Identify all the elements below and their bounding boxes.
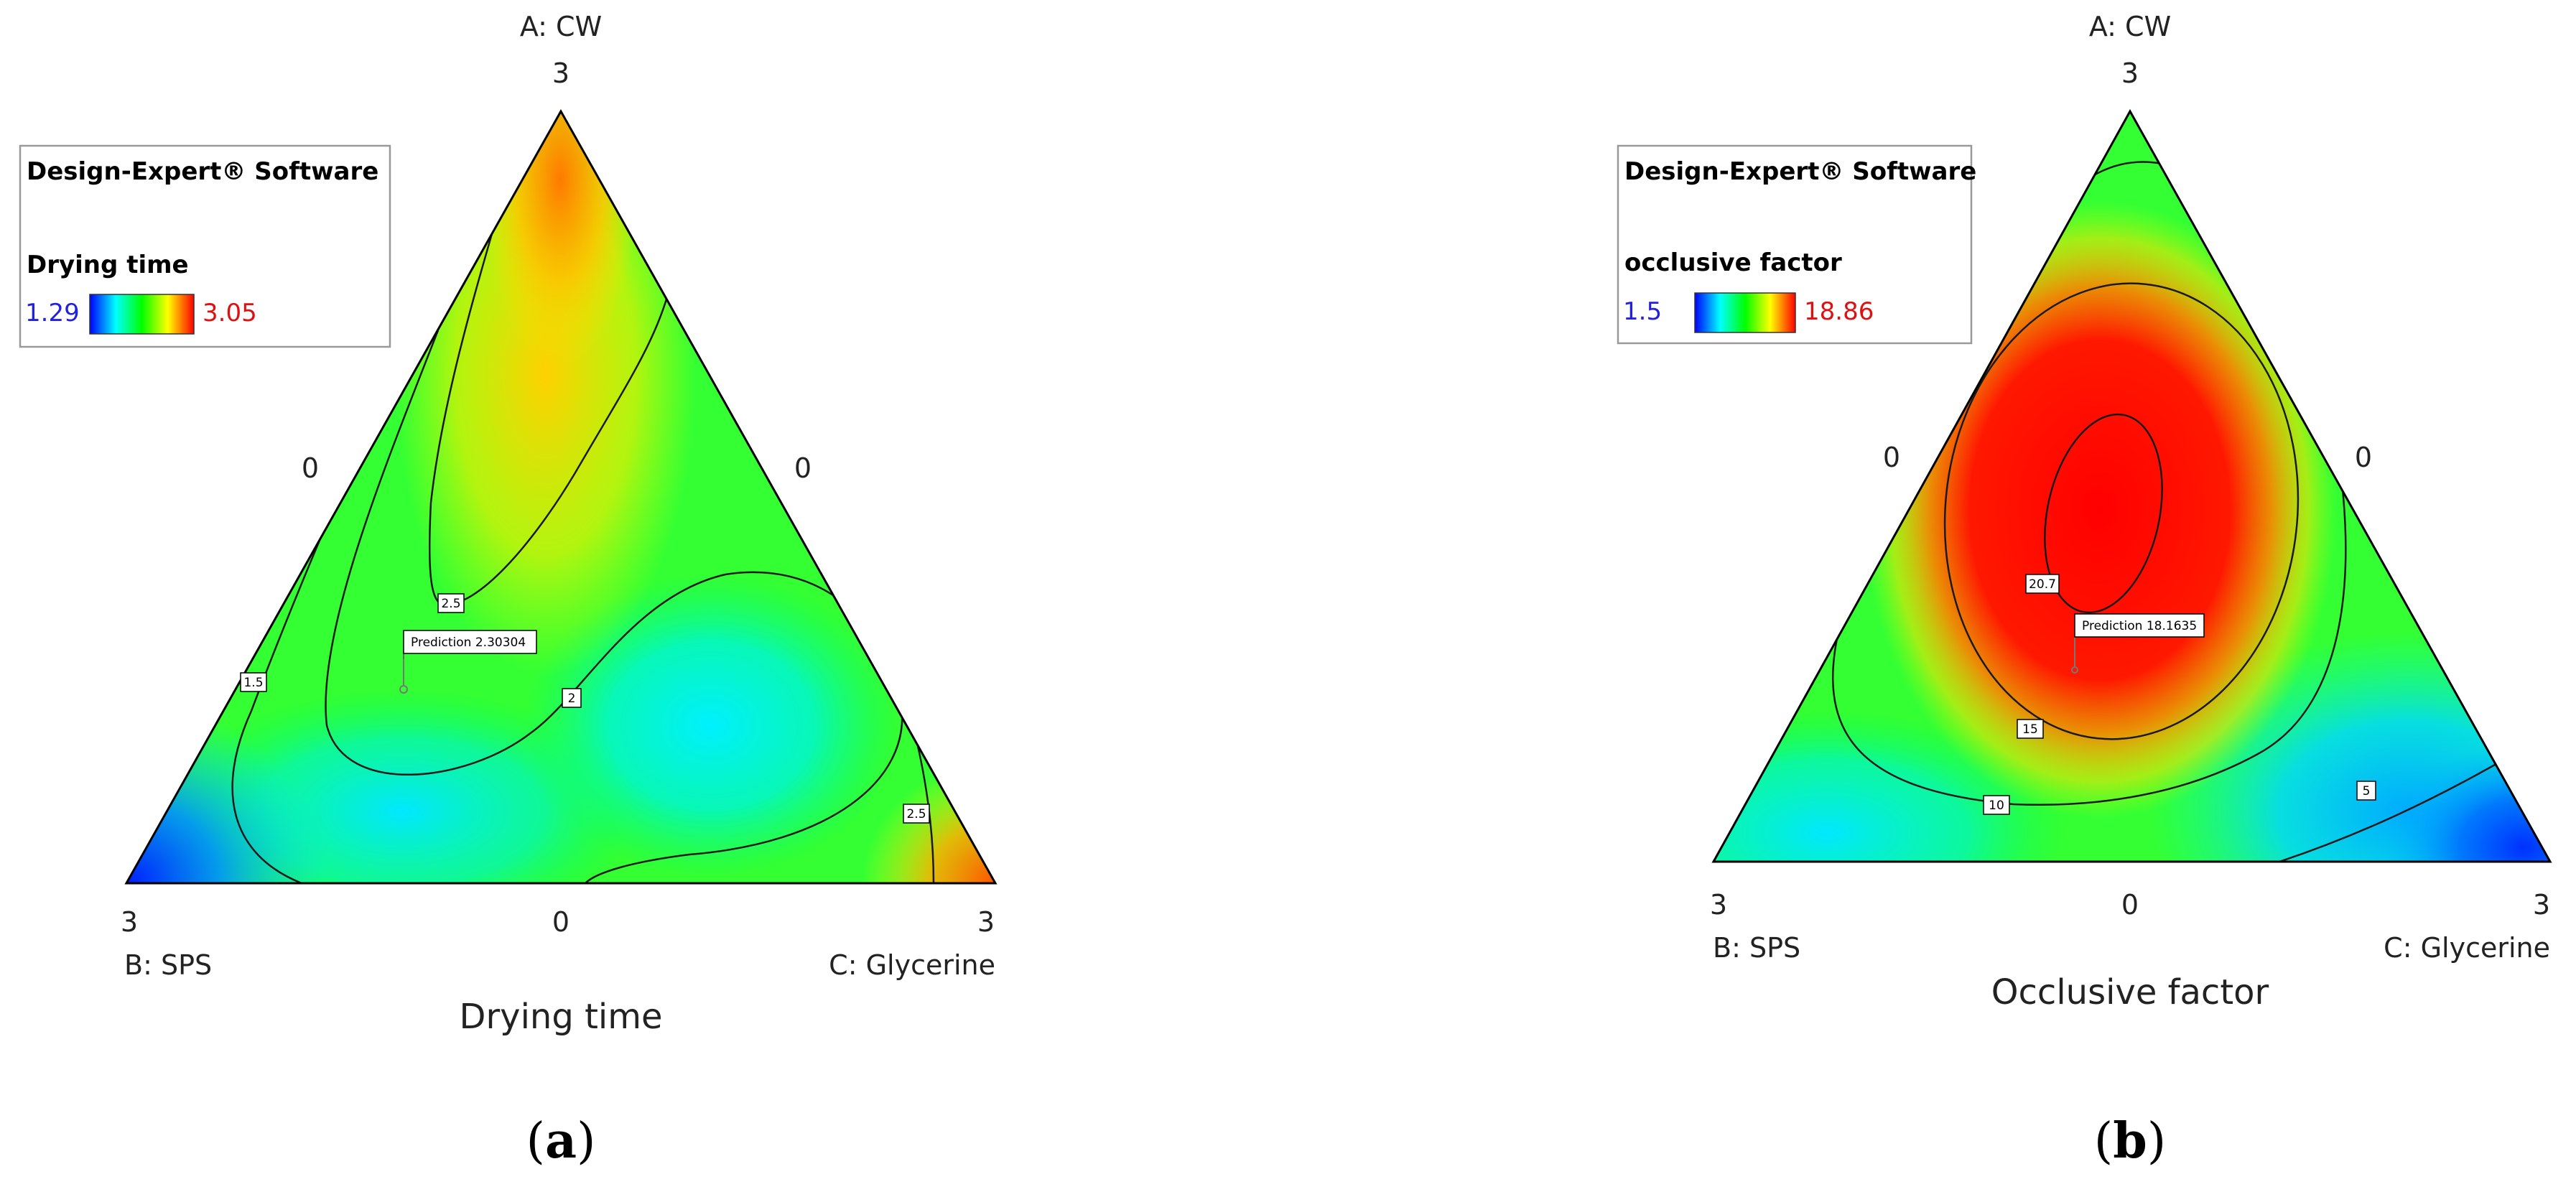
prediction-label: Prediction 18.1635 [2082, 619, 2197, 633]
contour-line-2 [325, 330, 903, 883]
legend-min: 1.29 [25, 299, 80, 327]
legend-title: occlusive factor [1624, 248, 1842, 277]
vertex-c-label: C: Glycerine [829, 949, 995, 981]
vertex-b-label: B: SPS [124, 949, 212, 981]
edge-bc-low: 0 [2121, 889, 2139, 921]
vertex-a-high: 3 [552, 57, 569, 89]
prediction-box [403, 630, 537, 654]
prediction-box [2074, 613, 2205, 638]
panel-b: 20.7 15 10 5 Prediction [1288, 0, 2576, 1188]
edge-ac-low: 0 [2355, 442, 2372, 473]
legend: Design-Expert® Software Drying time 1.29… [19, 144, 391, 348]
contour-labels: 20.7 15 10 5 [1983, 574, 2376, 815]
contour-label-1-5: 1.5 [240, 672, 267, 692]
contour-label-20-7: 20.7 [2025, 574, 2060, 594]
panel-a: 2.5 2 1.5 2.5 [0, 0, 1288, 1188]
prediction-label: Prediction 2.30304 [411, 635, 526, 650]
edge-ab-low: 0 [1883, 442, 1900, 473]
vertex-c-high: 3 [977, 906, 995, 938]
legend-max: 18.86 [1804, 297, 1874, 326]
contour-line-15 [1943, 282, 2300, 740]
prediction-point [2071, 666, 2078, 674]
contour-label-2: 2 [562, 688, 582, 708]
legend-software: Design-Expert® Software [1624, 157, 1976, 186]
vertex-a-high: 3 [2121, 57, 2139, 89]
contour-label-5: 5 [2356, 781, 2376, 801]
ternary-triangle [1711, 108, 2552, 863]
vertex-a-label: A: CW [2089, 11, 2171, 42]
vertex-b-high: 3 [121, 906, 138, 938]
edge-ac-low: 0 [794, 452, 812, 484]
chart-occlusive-factor: 20.7 15 10 5 Prediction [1617, 11, 2552, 1170]
contour-label-2-5-upper: 2.5 [437, 593, 465, 613]
edge-bc-low: 0 [552, 906, 569, 938]
contour-label-10: 10 [1983, 795, 2010, 815]
contour-label-text: 2.5 [441, 597, 460, 611]
contour-label-15: 15 [2017, 719, 2044, 739]
contour-label-text: 1.5 [243, 676, 263, 690]
legend-max: 3.05 [203, 299, 257, 327]
legend-colorbar [1694, 292, 1796, 333]
vertex-a-label: A: CW [520, 11, 602, 42]
contour-line-20-7 [2044, 413, 2163, 614]
prediction-marker[interactable]: Prediction 2.30304 [399, 630, 537, 694]
edge-ab-low: 0 [302, 452, 319, 484]
contour-label-text: 10 [1989, 798, 2004, 813]
vertex-b-high: 3 [1710, 889, 1727, 921]
legend-min: 1.5 [1623, 297, 1662, 326]
legend: Design-Expert® Software occlusive factor… [1617, 144, 1976, 345]
chart-title: Drying time [459, 997, 662, 1037]
contour-label-text: 15 [2022, 722, 2038, 737]
panel-caption: (b) [2094, 1112, 2167, 1170]
legend-title: Drying time [27, 251, 189, 279]
prediction-marker[interactable]: Prediction 18.1635 [2071, 613, 2205, 674]
chart-title: Occlusive factor [1991, 972, 2269, 1012]
vertex-c-label: C: Glycerine [2384, 932, 2550, 964]
legend-software: Design-Expert® Software [27, 157, 378, 186]
legend-colorbar [89, 294, 195, 335]
vertex-b-label: B: SPS [1713, 932, 1800, 964]
contour-label-text: 20.7 [2029, 577, 2056, 592]
panel-caption: (a) [526, 1112, 595, 1170]
contour-labels: 2.5 2 1.5 2.5 [240, 593, 930, 824]
chart-drying-time: 2.5 2 1.5 2.5 [19, 11, 998, 1170]
contour-label-text: 2.5 [906, 807, 926, 821]
contour-label-text: 2 [568, 692, 576, 706]
vertex-c-high: 3 [2533, 889, 2550, 921]
contour-label-text: 5 [2363, 784, 2371, 798]
contour-label-2-5-right: 2.5 [903, 804, 930, 824]
ternary-triangle [124, 108, 998, 885]
